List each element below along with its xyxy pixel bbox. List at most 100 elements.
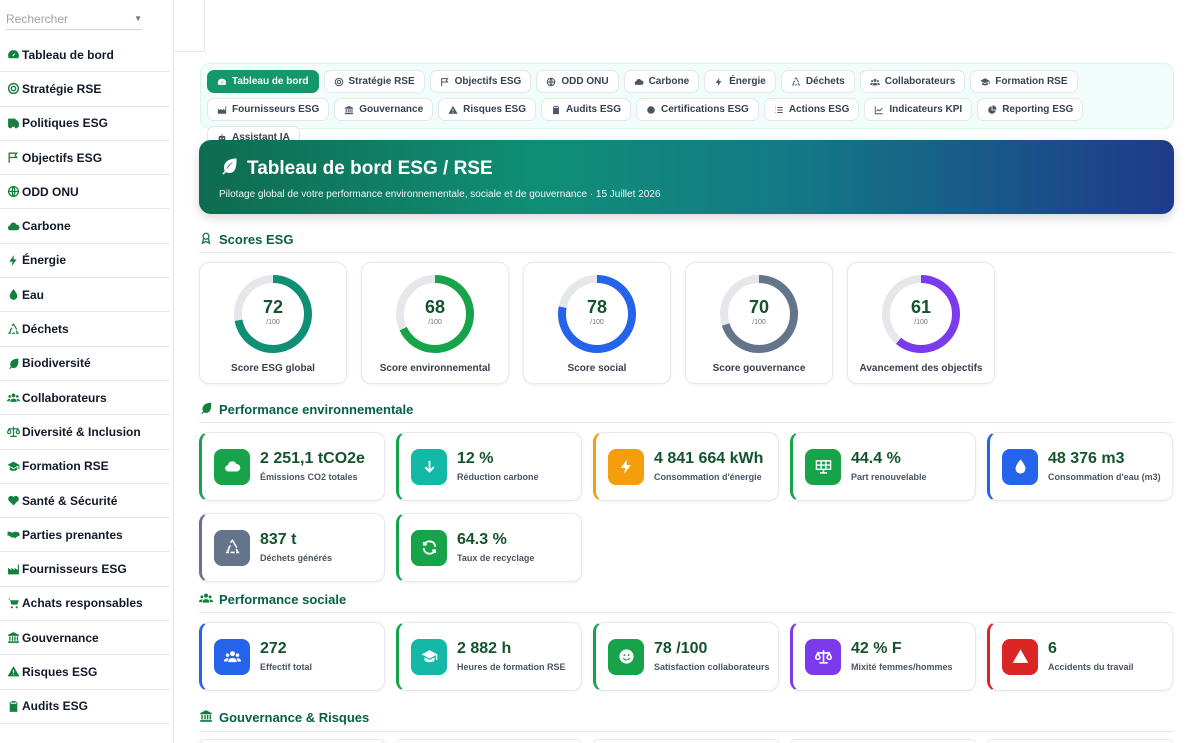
sidebar-item-label: Diversité & Inclusion	[22, 424, 141, 439]
tab-label: Déchets	[805, 76, 845, 87]
tab-carbone[interactable]: Carbone	[623, 70, 700, 93]
sidebar-item-gouvernance[interactable]: Gouvernance	[0, 621, 170, 656]
kpi-label: Taux de recyclage	[457, 553, 535, 563]
sidebar-item-achats-responsables[interactable]: Achats responsables	[0, 587, 170, 622]
score-ring-chart	[720, 275, 798, 353]
section-title: Scores ESG	[219, 232, 294, 247]
section-divider	[199, 422, 1174, 423]
tab-gouvernance[interactable]: Gouvernance	[334, 98, 434, 121]
sidebar-item-energie[interactable]: Énergie	[0, 244, 170, 279]
sidebar-item-formation-rse[interactable]: Formation RSE	[0, 450, 170, 484]
target-icon	[334, 77, 344, 87]
tab-certifications-esg[interactable]: Certifications ESG	[636, 98, 759, 121]
tab-collaborateurs[interactable]: Collaborateurs	[859, 70, 966, 93]
kpi-value: 2 882 h	[457, 640, 512, 657]
sidebar-item-sante-securite[interactable]: Santé & Sécurité	[0, 484, 170, 519]
sidebar-item-dechets[interactable]: Déchets	[0, 312, 170, 347]
tab-label: Assistant IA	[232, 132, 290, 143]
sidebar-item-biodiversite[interactable]: Biodiversité	[0, 347, 170, 381]
score-ring: 72/100	[233, 274, 313, 354]
tab-objectifs-esg[interactable]: Objectifs ESG	[429, 70, 532, 93]
tab-label: Reporting ESG	[1002, 104, 1074, 115]
score-card: 70/100 Score gouvernance	[685, 262, 833, 384]
tab-energie[interactable]: Énergie	[704, 70, 776, 93]
sidebar-item-collaborateurs[interactable]: Collaborateurs	[0, 381, 170, 416]
tab-label: Audits ESG	[565, 104, 621, 115]
droplet-icon	[6, 288, 20, 302]
cloud-icon	[214, 448, 250, 485]
tab-label: Formation RSE	[995, 76, 1068, 87]
tab-audits-esg[interactable]: Audits ESG	[540, 98, 631, 121]
sidebar-item-objectifs-esg[interactable]: Objectifs ESG	[0, 141, 170, 176]
pie-chart-icon	[987, 104, 997, 115]
section-title: Performance environnementale	[219, 402, 414, 417]
score-label: Score ESG global	[231, 363, 315, 374]
chevron-down-icon[interactable]: ▼	[134, 14, 142, 23]
sidebar-item-label: Fournisseurs ESG	[22, 562, 127, 577]
section-title: Performance sociale	[219, 592, 347, 607]
users-icon	[6, 391, 20, 405]
sidebar-item-parties-prenantes[interactable]: Parties prenantes	[0, 518, 170, 553]
sidebar: ▼ Tableau de bord Stratégie RSE Politiques…	[0, 0, 170, 743]
sidebar-item-label: Collaborateurs	[22, 390, 107, 405]
kpi-label: Accidents du travail	[1048, 662, 1134, 672]
section-title: Gouvernance & Risques	[219, 710, 370, 725]
kpi-value: 12 %	[457, 450, 494, 467]
list-icon	[774, 105, 784, 115]
sidebar-item-eau[interactable]: Eau	[0, 278, 170, 313]
score-value: 78	[586, 297, 608, 317]
search-select[interactable]: ▼	[6, 8, 142, 30]
score-card: 72/100 Score ESG global	[199, 262, 347, 384]
section-divider	[199, 612, 1174, 613]
ring-progress	[234, 275, 312, 353]
kpi-text: 6 Accidents du travail	[1048, 640, 1134, 673]
kpi-value: 2 251,1 tCO2e	[260, 450, 365, 467]
sidebar-item-label: Déchets	[22, 322, 69, 337]
target-icon	[6, 82, 20, 96]
tab-formation-rse[interactable]: Formation RSE	[970, 70, 1078, 93]
certificate-icon	[646, 105, 656, 115]
tab-odd-onu[interactable]: ODD ONU	[536, 70, 619, 93]
tab-label: Indicateurs KPI	[889, 104, 963, 115]
kpi-text: 64.3 % Taux de recyclage	[457, 531, 534, 564]
sidebar-item-risques-esg[interactable]: Risques ESG	[0, 655, 170, 690]
sidebar-item-odd-onu[interactable]: ODD ONU	[0, 175, 170, 210]
landmark-icon	[344, 105, 354, 115]
score-ring: 70/100	[719, 274, 799, 354]
score-max: /100	[590, 319, 604, 326]
recycle-icon	[6, 322, 20, 336]
chart-line-icon	[874, 105, 884, 115]
tab-indicateurs-kpi[interactable]: Indicateurs KPI	[864, 98, 973, 121]
sidebar-item-fournisseurs-esg[interactable]: Fournisseurs ESG	[0, 552, 170, 587]
sidebar-item-politiques-esg[interactable]: Politiques ESG	[0, 107, 170, 141]
kpi-label: Part renouvelable	[851, 472, 927, 482]
sidebar-item-diversite-inclusion[interactable]: Diversité & Inclusion	[0, 415, 170, 450]
tab-tableau-de-bord[interactable]: Tableau de bord	[207, 70, 319, 93]
tab-strategie-rse[interactable]: Stratégie RSE	[323, 70, 425, 93]
section-divider	[199, 731, 1174, 732]
heart-pulse-icon	[6, 494, 20, 508]
sidebar-item-carbone[interactable]: Carbone	[0, 209, 170, 244]
sidebar-item-label: Formation RSE	[22, 459, 109, 474]
governance-kpi-card	[790, 739, 976, 743]
tab-risques-esg[interactable]: Risques ESG	[438, 98, 536, 121]
clipboard-check-icon	[6, 699, 20, 713]
ring-progress	[558, 275, 636, 353]
tab-actions-esg[interactable]: Actions ESG	[763, 98, 860, 121]
tab-reporting-esg[interactable]: Reporting ESG	[977, 98, 1084, 121]
sidebar-item-tableau-de-bord[interactable]: Tableau de bord	[0, 38, 170, 73]
kpi-value: 6	[1048, 640, 1057, 657]
sidebar-item-strategie-rse[interactable]: Stratégie RSE	[0, 72, 170, 107]
tab-dechets[interactable]: Déchets	[780, 70, 855, 93]
ring-progress	[882, 275, 960, 353]
sidebar-item-label: Gouvernance	[22, 630, 99, 645]
tab-label: ODD ONU	[561, 76, 609, 87]
kpi-text: 2 882 h Heures de formation RSE	[457, 640, 566, 673]
sidebar-item-audits-esg[interactable]: Audits ESG	[0, 690, 170, 724]
search-input[interactable]	[6, 11, 116, 26]
hero-subtitle: Pilotage global de votre performance env…	[219, 189, 661, 200]
kpi-label: Consommation d'eau (m3)	[1048, 472, 1161, 482]
score-ring-chart	[396, 275, 474, 353]
kpi-value: 44.4 %	[851, 450, 901, 467]
tab-fournisseurs-esg[interactable]: Fournisseurs ESG	[207, 98, 330, 121]
